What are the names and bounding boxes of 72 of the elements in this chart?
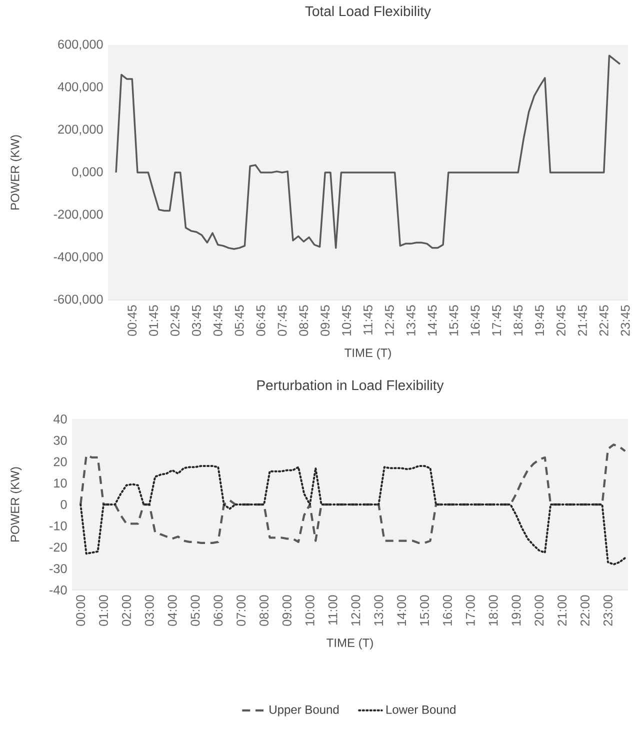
x-tick-label: 19:45 (535, 305, 544, 336)
x-tick-label: 10:45 (342, 305, 352, 336)
x-tick-label: 21:45 (578, 305, 587, 336)
x-tick-label: 15:00 (420, 595, 429, 626)
x-tick-label: 21:00 (558, 595, 567, 626)
x-tick-label: 05:00 (190, 595, 200, 626)
x-tick-label: 23:45 (620, 305, 630, 336)
y-tick-label: 40 (53, 414, 67, 424)
chart-title: Total Load Flexibility (305, 6, 431, 19)
legend-label: Lower Bound (386, 705, 456, 714)
y-tick-label: -10 (50, 521, 67, 530)
x-tick-label: 02:00 (122, 595, 131, 626)
y-axis-title: POWER (KW) (10, 467, 22, 542)
y-tick-label: 0 (60, 500, 67, 509)
y-tick-label: -400,000 (54, 252, 103, 263)
x-tick-label: 07:00 (236, 595, 246, 626)
y-tick-label: -200,000 (54, 210, 103, 220)
x-tick-label: 17:00 (466, 595, 475, 626)
x-tick-label: 10:00 (305, 595, 314, 626)
x-tick-label: 13:45 (406, 305, 416, 336)
y-tick-label: -600,000 (54, 294, 103, 306)
x-tick-label: 12:45 (384, 305, 394, 336)
x-tick-label: 20:45 (556, 305, 566, 336)
x-tick-label: 03:45 (192, 305, 201, 336)
x-tick-label: 04:45 (213, 305, 222, 336)
x-tick-label: 07:45 (278, 305, 287, 336)
x-tick-label: 14:45 (428, 305, 437, 336)
y-tick-label: 400,000 (58, 82, 103, 93)
x-tick-label: 01:45 (149, 305, 158, 336)
x-tick-label: 08:45 (299, 305, 308, 336)
x-tick-label: 16:00 (442, 595, 452, 626)
x-tick-label: 02:45 (170, 305, 180, 336)
x-tick-label: 22:45 (599, 305, 608, 336)
y-tick-label: -30 (50, 564, 67, 574)
x-tick-label: 14:00 (397, 595, 406, 626)
y-tick-label: 200,000 (58, 124, 103, 136)
x-tick-label: 08:00 (260, 595, 269, 626)
y-tick-label: 10 (54, 478, 67, 488)
y-tick-label: 30 (54, 436, 67, 445)
y-tick-label: 600,000 (58, 40, 103, 50)
x-tick-label: 05:45 (234, 305, 244, 336)
x-tick-label: 06:45 (256, 305, 266, 336)
x-tick-label: 16:45 (470, 305, 480, 336)
x-tick-label: 12:00 (351, 595, 360, 626)
x-tick-label: 13:00 (374, 595, 384, 626)
y-axis-title: POWER (KW) (10, 135, 22, 210)
y-tick-label: -40 (50, 586, 67, 594)
x-tick-label: 04:00 (168, 595, 177, 626)
chart-title: Perturbation in Load Flexibility (257, 380, 444, 393)
x-tick-label: 20:00 (534, 595, 544, 626)
x-tick-label: 19:00 (512, 595, 521, 626)
y-tick-label: -20 (50, 542, 67, 552)
x-tick-label: 09:45 (320, 305, 330, 336)
x-tick-label: 11:00 (328, 595, 338, 625)
x-tick-label: 00:45 (128, 305, 137, 336)
x-tick-label: 17:45 (492, 305, 502, 336)
legend-label: Upper Bound (270, 705, 339, 716)
x-tick-label: 09:00 (282, 595, 292, 626)
y-tick-label: 0,000 (72, 167, 103, 178)
x-tick-label: 06:00 (214, 595, 223, 626)
x-tick-label: 22:00 (580, 595, 590, 626)
x-tick-label: 18:45 (514, 305, 523, 336)
x-tick-label: 03:00 (144, 595, 154, 626)
x-tick-label: 23:00 (603, 595, 612, 626)
x-tick-label: 11:45 (364, 305, 372, 334)
x-tick-label: 15:45 (449, 305, 458, 336)
y-tick-label: 20 (54, 457, 67, 466)
x-tick-label: 00:00 (76, 595, 86, 626)
x-axis-title: TIME (T) (344, 348, 391, 360)
x-tick-label: 01:00 (99, 595, 108, 626)
x-axis-title: TIME (T) (326, 638, 373, 650)
x-tick-label: 18:00 (488, 595, 498, 626)
